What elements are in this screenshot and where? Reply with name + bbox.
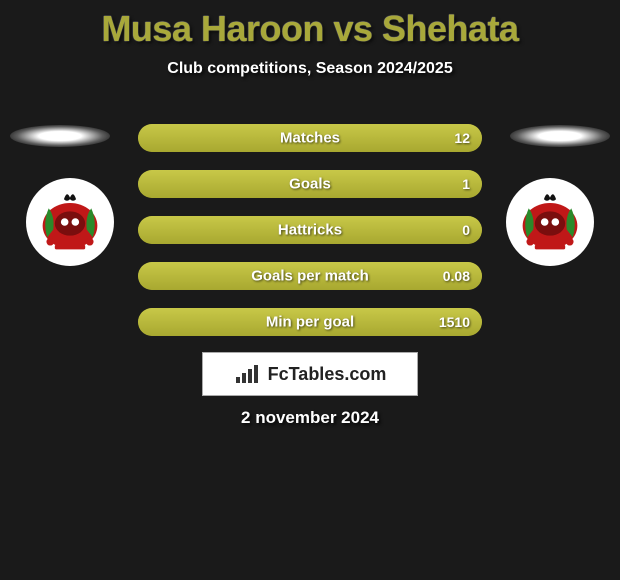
stat-bar: Min per goal 1510 (138, 308, 482, 336)
spotlight-left (10, 125, 110, 147)
stat-bar: Hattricks 0 (138, 216, 482, 244)
page-title: Musa Haroon vs Shehata (0, 0, 620, 50)
bar-label: Hattricks (138, 222, 482, 239)
team-badge-left (26, 178, 114, 266)
spotlight-right (510, 125, 610, 147)
bar-value: 1 (462, 176, 470, 192)
chart-icon (234, 363, 262, 385)
bar-label: Matches (138, 130, 482, 147)
stat-bar: Goals per match 0.08 (138, 262, 482, 290)
brand-text: FcTables.com (268, 364, 387, 385)
stat-bar: Matches 12 (138, 124, 482, 152)
brand-box: FcTables.com (202, 352, 418, 396)
subtitle: Club competitions, Season 2024/2025 (0, 60, 620, 78)
bar-label: Min per goal (138, 314, 482, 331)
bar-label: Goals (138, 176, 482, 193)
bar-label: Goals per match (138, 268, 482, 285)
stat-bars: Matches 12 Goals 1 Hattricks 0 Goals per… (138, 124, 482, 354)
bar-value: 0.08 (443, 268, 470, 284)
crest-icon (32, 184, 108, 260)
date-text: 2 november 2024 (0, 408, 620, 428)
bar-value: 1510 (439, 314, 470, 330)
crest-icon (512, 184, 588, 260)
stat-bar: Goals 1 (138, 170, 482, 198)
team-badge-right (506, 178, 594, 266)
bar-value: 12 (454, 130, 470, 146)
bar-value: 0 (462, 222, 470, 238)
